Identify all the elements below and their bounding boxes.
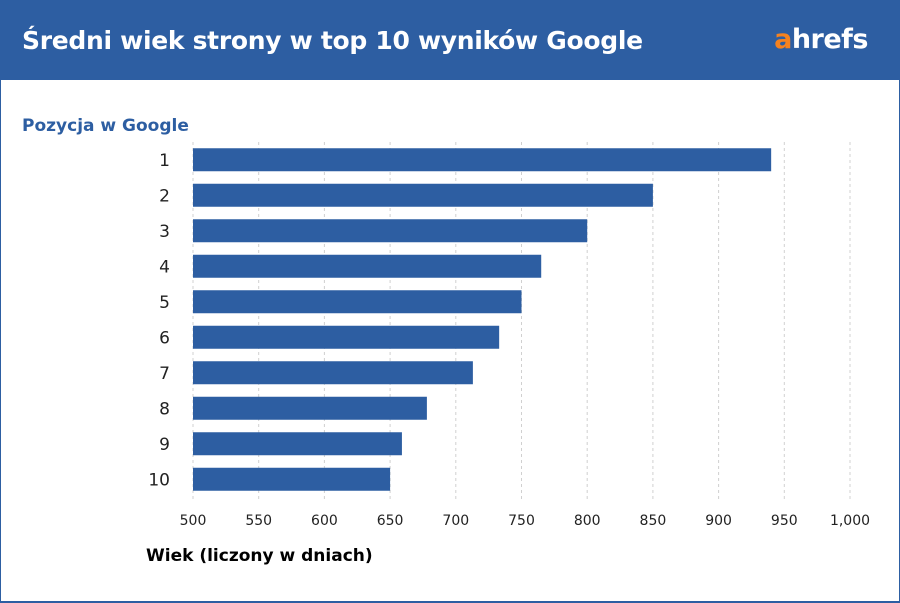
bar xyxy=(193,361,473,385)
x-tick-label: 800 xyxy=(574,513,601,529)
x-tick-label: 550 xyxy=(245,513,272,529)
y-tick-label: 10 xyxy=(148,470,170,490)
frame-bottom xyxy=(0,601,900,603)
x-tick-label: 650 xyxy=(377,513,404,529)
y-tick-label: 2 xyxy=(159,186,170,206)
x-tick-label: 950 xyxy=(771,513,798,529)
y-tick-label: 7 xyxy=(159,364,170,384)
y-tick-label: 1 xyxy=(159,151,170,171)
bar xyxy=(193,432,402,456)
y-tick-label: 3 xyxy=(159,222,170,242)
y-tick-label: 4 xyxy=(159,257,170,277)
bar xyxy=(193,467,391,491)
bar xyxy=(193,325,500,349)
logo-accent-letter: a xyxy=(774,24,792,55)
x-tick-label: 850 xyxy=(640,513,667,529)
x-tick-label: 700 xyxy=(442,513,469,529)
y-tick-label: 5 xyxy=(159,293,170,313)
y-tick-label: 6 xyxy=(159,328,170,348)
x-axis-label: Wiek (liczony w dniach) xyxy=(146,546,373,566)
x-tick-label: 600 xyxy=(311,513,338,529)
x-tick-label: 500 xyxy=(180,513,207,529)
frame-left xyxy=(0,80,1,603)
x-tick-label: 1,000 xyxy=(830,513,870,529)
bar xyxy=(193,254,542,278)
x-tick-label: 900 xyxy=(705,513,732,529)
ahrefs-logo: ahrefs xyxy=(774,24,868,55)
x-tick-label: 750 xyxy=(508,513,535,529)
logo-text: hrefs xyxy=(791,24,869,55)
bar xyxy=(193,183,653,207)
bar xyxy=(193,219,588,243)
y-axis-label: Pozycja w Google xyxy=(22,116,189,136)
bar xyxy=(193,290,522,314)
y-tick-label: 9 xyxy=(159,435,170,455)
bar xyxy=(193,396,427,420)
chart-title: Średni wiek strony w top 10 wyników Goog… xyxy=(22,26,643,55)
bar xyxy=(193,148,772,172)
y-tick-label: 8 xyxy=(159,399,170,419)
chart-header: Średni wiek strony w top 10 wyników Goog… xyxy=(0,0,900,80)
